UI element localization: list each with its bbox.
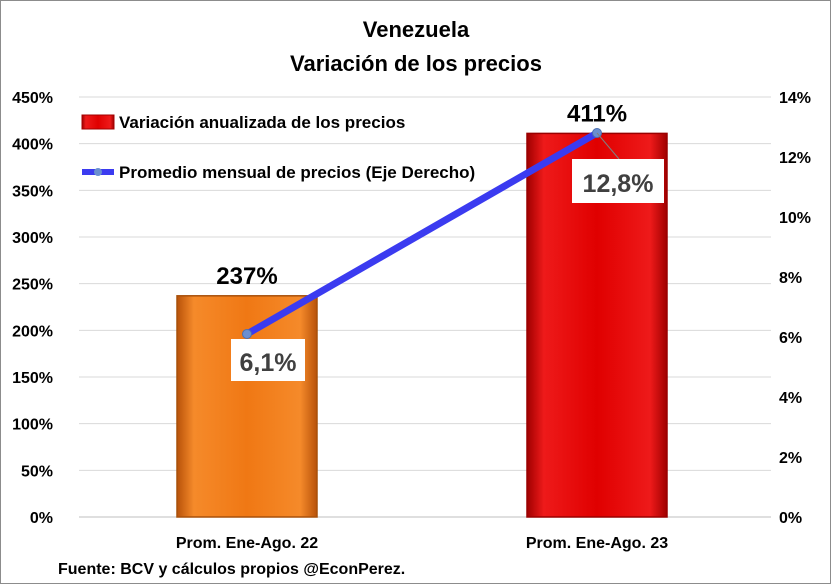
right-axis-tick-label: 6%	[779, 330, 802, 347]
category-labels: Prom. Ene-Ago. 22 Prom. Ene-Ago. 23	[176, 535, 668, 552]
legend-line-label: Promedio mensual de precios (Eje Derecho…	[119, 163, 475, 182]
category-label: Prom. Ene-Ago. 22	[176, 535, 318, 552]
bar-data-label: 237%	[216, 263, 277, 290]
legend-bar-swatch	[81, 114, 115, 130]
line-series-path	[243, 129, 601, 338]
data-labels: 237% 411% 6,1% 12,8%	[216, 100, 664, 381]
line-label-box	[572, 159, 664, 203]
left-axis-tick-label: 0%	[30, 510, 53, 527]
leader-line	[596, 132, 620, 160]
right-axis-tick-label: 12%	[779, 150, 811, 167]
chart-title-line-2: Variación de los precios	[290, 51, 542, 76]
right-axis-tick-label: 2%	[779, 450, 802, 467]
bar	[176, 295, 318, 518]
right-axis-ticks: 0% 2% 4% 6% 8% 10% 12% 14%	[779, 90, 811, 527]
left-axis-tick-label: 250%	[12, 277, 53, 294]
left-axis-tick-label: 350%	[12, 183, 53, 200]
source-note: Fuente: BCV y cálculos propios @EconPere…	[58, 561, 405, 578]
left-axis-tick-label: 100%	[12, 417, 53, 434]
line-data-label: 12,8%	[583, 170, 654, 198]
legend-bar-label: Variación anualizada de los precios	[119, 113, 405, 132]
bar-data-label: 411%	[567, 100, 627, 127]
line-data-label: 6,1%	[240, 349, 297, 377]
right-axis-tick-label: 0%	[779, 510, 802, 527]
right-axis-tick-label: 4%	[779, 390, 802, 407]
left-axis-tick-label: 200%	[12, 323, 53, 340]
line-point	[242, 329, 252, 339]
legend-line-marker	[94, 168, 102, 176]
legend: Variación anualizada de los precios Prom…	[81, 113, 475, 182]
left-axis-tick-label: 50%	[21, 463, 53, 480]
left-axis-tick-label: 300%	[12, 230, 53, 247]
left-axis-tick-label: 450%	[12, 90, 53, 107]
right-axis-tick-label: 10%	[779, 210, 811, 227]
chart-title-line-1: Venezuela	[363, 17, 470, 42]
left-axis-tick-label: 150%	[12, 370, 53, 387]
right-axis-tick-label: 14%	[779, 90, 811, 107]
left-axis-tick-label: 400%	[12, 137, 53, 154]
category-label: Prom. Ene-Ago. 23	[526, 535, 668, 552]
left-axis-ticks: 0% 50% 100% 150% 200% 250% 300% 350% 400% 450%	[12, 90, 53, 527]
line-label-box	[231, 339, 305, 381]
right-axis-tick-label: 8%	[779, 270, 802, 287]
